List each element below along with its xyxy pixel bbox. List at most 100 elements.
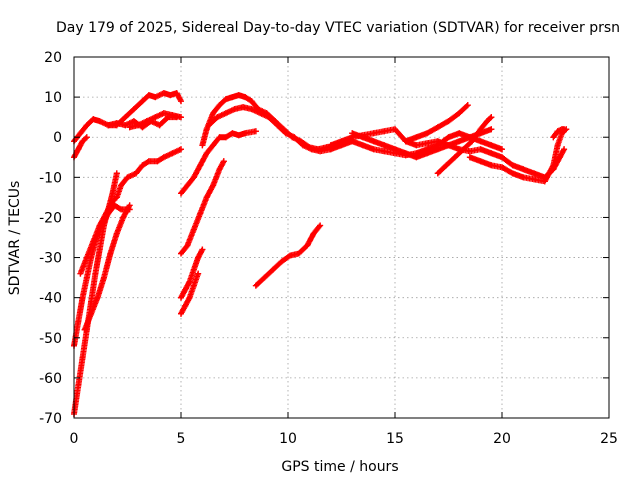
data-point: [392, 146, 398, 153]
data-point: [257, 110, 264, 117]
data-point: [240, 104, 247, 111]
data-point: [402, 138, 409, 145]
data-point: [107, 250, 114, 257]
data-point: [96, 246, 103, 253]
data-point: [139, 162, 146, 169]
data-point: [242, 94, 249, 101]
data-point: [118, 182, 125, 189]
data-point: [445, 142, 452, 149]
data-point: [261, 274, 268, 281]
data-point: [190, 174, 197, 181]
y-tick-label: -40: [39, 291, 62, 307]
data-point: [216, 166, 223, 173]
data-point: [156, 122, 163, 129]
data-point: [195, 270, 202, 277]
data-point: [381, 142, 388, 149]
data-point: [90, 116, 97, 123]
data-point: [424, 150, 431, 157]
data-point: [531, 170, 538, 177]
data-point: [118, 206, 125, 213]
data-point: [105, 122, 112, 129]
data-point: [173, 90, 180, 97]
data-point: [229, 130, 236, 137]
data-point: [186, 294, 193, 301]
data-point: [317, 222, 324, 229]
series-track-9: [178, 128, 259, 197]
data-point: [111, 202, 118, 209]
series-track-15: [252, 222, 324, 289]
data-point: [126, 124, 133, 131]
data-point: [182, 302, 189, 309]
y-tick-label: 10: [44, 90, 62, 106]
series-track-3: [126, 110, 184, 131]
data-point: [100, 222, 107, 229]
data-point: [222, 110, 229, 117]
data-point: [199, 246, 206, 253]
data-point: [370, 146, 377, 153]
x-tick-label: 10: [279, 431, 297, 447]
data-point: [203, 194, 210, 201]
data-point: [381, 128, 388, 135]
data-point: [413, 142, 420, 149]
data-point: [550, 134, 557, 141]
data-point: [477, 158, 484, 165]
data-point: [477, 138, 484, 145]
data-point: [139, 98, 146, 105]
y-tick-label: 20: [44, 50, 62, 66]
y-tick-label: -20: [39, 210, 62, 226]
data-point: [145, 158, 152, 165]
data-point: [120, 214, 127, 221]
data-point: [79, 138, 86, 145]
data-point: [222, 96, 229, 103]
data-point: [160, 90, 167, 97]
data-point: [160, 154, 167, 161]
data-point: [445, 134, 452, 141]
data-point: [488, 114, 495, 121]
data-point: [178, 146, 184, 153]
data-point: [190, 226, 197, 233]
data-point: [122, 114, 129, 121]
data-point: [96, 118, 103, 125]
data-point: [466, 148, 473, 155]
data-point: [359, 142, 366, 149]
data-point: [109, 190, 116, 197]
data-point: [349, 138, 356, 145]
data-point: [484, 118, 491, 125]
data-point: [392, 126, 398, 133]
data-point: [477, 126, 484, 133]
data-point: [295, 250, 302, 257]
data-point: [214, 114, 221, 121]
data-point: [499, 146, 505, 153]
data-point: [182, 286, 189, 293]
x-tick-label: 20: [493, 431, 511, 447]
data-point: [554, 128, 561, 135]
data-point: [509, 170, 516, 177]
chart-title: Day 179 of 2025, Sidereal Day-to-day VTE…: [56, 20, 620, 36]
data-point: [338, 142, 345, 149]
series-track-12: [178, 270, 202, 317]
data-point: [216, 102, 223, 109]
data-point: [456, 110, 463, 117]
data-point: [113, 230, 120, 237]
data-point: [464, 102, 471, 109]
data-point: [169, 112, 176, 119]
x-tick-label: 25: [600, 431, 618, 447]
data-point: [178, 294, 184, 301]
data-point: [197, 210, 204, 217]
data-point: [310, 230, 317, 237]
data-point: [83, 134, 90, 141]
data-point: [184, 182, 191, 189]
data-point: [541, 178, 548, 185]
series-track-22: [550, 126, 568, 141]
series-track-10: [178, 158, 227, 257]
data-point: [130, 106, 137, 113]
data-point: [122, 122, 129, 129]
data-point: [381, 148, 388, 155]
data-point: [133, 170, 140, 177]
data-point: [304, 242, 311, 249]
data-point: [203, 126, 210, 133]
data-point: [113, 122, 120, 129]
data-point: [308, 146, 315, 153]
data-point: [456, 138, 463, 145]
